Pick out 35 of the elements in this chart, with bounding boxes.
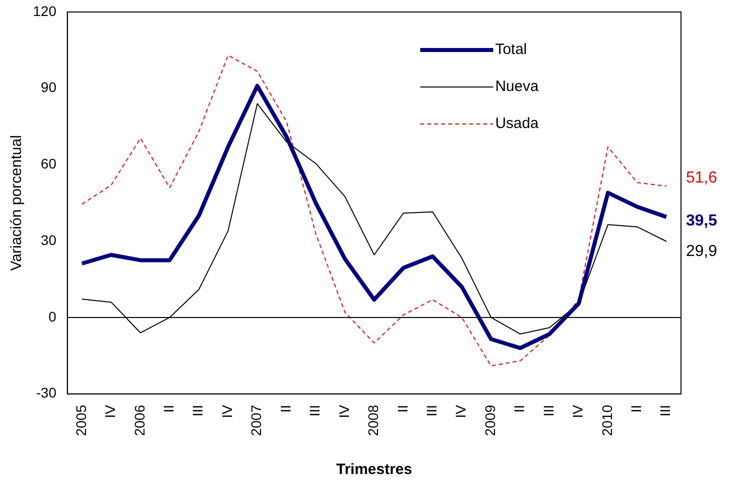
x-axis-title: Trimestres: [336, 461, 412, 478]
x-tick-label: III: [306, 404, 323, 417]
x-tick-label: IV: [570, 404, 586, 418]
x-tick-label: 2010: [598, 404, 615, 436]
legend-label: Usada: [495, 115, 540, 132]
y-tick-label: 0: [48, 308, 57, 324]
x-tick-label: II: [277, 404, 294, 413]
x-tick-label: 2009: [482, 404, 498, 436]
x-tick-label: II: [511, 404, 528, 413]
x-tick-label: IV: [218, 404, 235, 418]
x-tick-label: II: [394, 404, 410, 413]
x-tick-label: IV: [452, 404, 469, 418]
data-label: 51,6: [686, 170, 718, 187]
x-tick-label: III: [540, 404, 556, 417]
data-label: 29,9: [686, 242, 718, 260]
y-tick-label: 90: [40, 79, 57, 96]
x-tick-label: 2005: [72, 404, 89, 436]
y-tick-label: 120: [33, 2, 57, 19]
x-tick-label: II: [160, 404, 176, 413]
y-axis-title: Variación porcentual: [8, 135, 26, 271]
x-tick-label: IV: [102, 404, 118, 418]
x-tick-label: 2006: [131, 404, 148, 436]
x-tick-label: 2008: [365, 404, 382, 436]
x-tick-label: III: [190, 404, 206, 417]
x-tick-label: III: [657, 404, 674, 417]
x-tick-label: IV: [336, 404, 352, 418]
legend-label: Total: [495, 41, 527, 58]
x-tick-label: III: [423, 404, 440, 417]
y-tick-label: 30: [40, 232, 57, 248]
y-tick-label: -30: [36, 384, 57, 401]
legend-label: Nueva: [495, 78, 540, 96]
x-tick-label: 2007: [248, 404, 264, 436]
y-tick-label: 60: [40, 156, 57, 172]
data-label: 39,5: [686, 212, 718, 230]
x-tick-label: II: [628, 404, 644, 413]
